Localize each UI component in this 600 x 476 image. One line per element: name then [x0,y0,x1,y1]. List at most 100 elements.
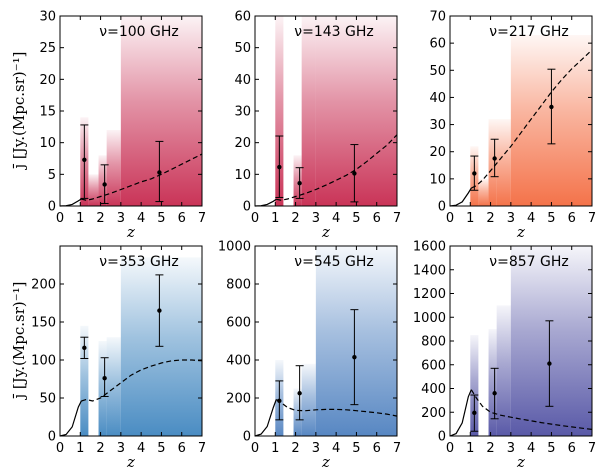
data-point [82,345,87,351]
panel-title: ν=857 GHz [489,254,568,270]
panel-title: ν=217 GHz [489,24,568,40]
model-curve-solid [59,400,82,437]
y-tick-label: 20 [234,136,251,151]
x-tick-label: 2 [96,211,104,226]
x-axis-label: z [516,223,525,241]
y-tick-label: 200 [226,392,251,407]
uncertainty-band [98,155,107,206]
axes-frame [59,245,203,437]
x-tick-label: 0 [56,211,64,226]
uncertainty-band [301,16,316,206]
x-tick-label: 2 [96,441,104,456]
model-curve-dashed [470,389,593,430]
y-tick-label: 60 [234,10,251,25]
model-curve-dashed [471,49,593,189]
y-tick-label: 1000 [413,311,446,326]
data-point [492,156,497,161]
uncertainty-band [315,246,397,436]
y-tick-label: 40 [234,73,251,88]
model-curve-solid [59,198,82,207]
y-tick-label: 800 [226,278,251,293]
x-tick-label: 1 [76,441,84,456]
x-tick-label: 5 [547,211,555,226]
uncertainty-band [293,155,302,206]
y-tick-label: 50 [39,392,56,407]
x-tick-label: 1 [271,211,279,226]
y-tick-label: 40 [429,91,446,106]
data-point [352,354,357,360]
x-tick-label: 7 [198,211,206,226]
y-tick-label: 20 [429,145,446,160]
x-tick-label: 4 [527,441,535,456]
x-tick-label: 5 [547,441,555,456]
uncertainty-band [301,363,316,436]
x-axis-label: z [516,453,525,471]
panel-title: ν=100 GHz [99,24,178,40]
x-tick-label: 3 [507,211,515,226]
y-tick-label: 0 [438,430,446,445]
x-tick-label: 6 [178,441,186,456]
y-tick-label: 150 [31,316,56,331]
y-tick-label: 50 [429,64,446,79]
data-point [102,182,107,187]
data-point [102,376,107,381]
x-tick-label: 1 [466,441,474,456]
y-tick-label: 0 [48,430,56,445]
model-curve-dashed [276,134,398,201]
x-tick-label: 6 [178,211,186,226]
x-tick-label: 2 [486,441,494,456]
x-tick-label: 0 [446,441,454,456]
x-tick-label: 3 [117,211,125,226]
data-point [157,170,162,175]
data-point [472,171,477,176]
panel-title: ν=143 GHz [294,24,373,40]
x-axis-label: z [321,223,330,241]
y-tick-label: 60 [429,37,446,52]
x-tick-label: 3 [117,441,125,456]
x-tick-label: 6 [568,441,576,456]
uncertainty-band [315,16,397,206]
x-tick-label: 7 [393,441,401,456]
y-tick-label: 0 [438,200,446,215]
model-curve-dashed [81,153,203,201]
y-tick-label: 200 [421,406,446,421]
x-tick-label: 0 [446,211,454,226]
data-point [157,308,162,313]
x-tick-label: 5 [352,441,360,456]
model-curve-solid [254,198,277,207]
uncertainty-band [478,178,489,206]
uncertainty-band [293,388,302,436]
y-tick-label: 20 [39,73,56,88]
panel-title: ν=545 GHz [294,254,373,270]
data-point [297,181,302,186]
data-point [472,410,477,416]
y-tick-label: 1600 [413,240,446,255]
x-tick-label: 4 [137,441,145,456]
y-tick-label: 0 [48,200,56,215]
uncertainty-band [488,329,497,436]
y-tick-label: 10 [39,136,56,151]
panel-title: ν=353 GHz [99,254,178,270]
uncertainty-band [106,337,121,436]
x-tick-label: 7 [393,211,401,226]
x-tick-label: 2 [291,211,299,226]
uncertainty-band [106,130,121,206]
x-tick-label: 0 [251,441,259,456]
uncertainty-band [496,119,511,206]
x-tick-label: 7 [588,441,596,456]
y-tick-label: 1200 [413,287,446,302]
uncertainty-band [98,341,107,436]
x-tick-label: 4 [332,211,340,226]
x-tick-label: 4 [332,441,340,456]
y-tick-label: 30 [234,105,251,120]
x-tick-label: 5 [157,441,165,456]
uncertainty-band [275,16,284,206]
y-axis-label-bottom: j̄ [Jy.(Mpc.sr)⁻¹] [10,281,28,400]
uncertainty-band [88,174,99,206]
x-tick-label: 2 [291,441,299,456]
axes-frame [254,245,398,437]
